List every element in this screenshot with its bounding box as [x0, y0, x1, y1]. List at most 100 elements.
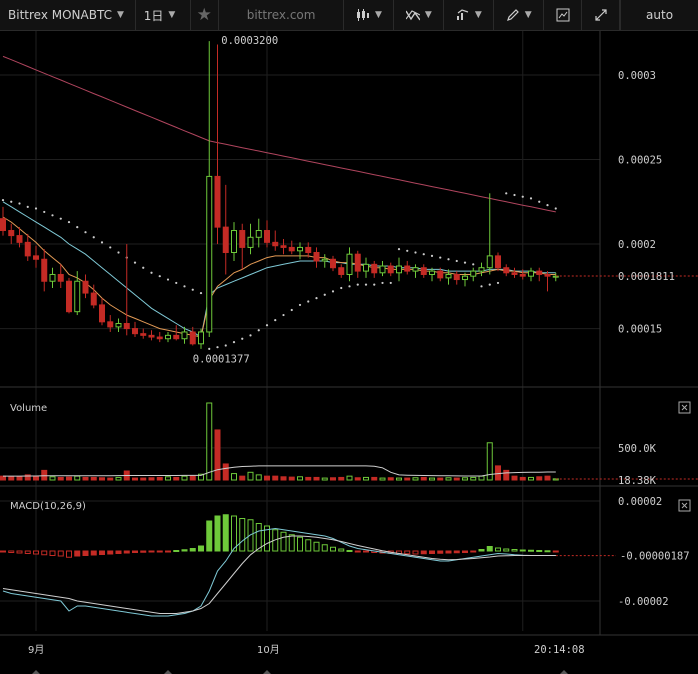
macd-hist-bar — [437, 550, 444, 554]
scale-mode-button[interactable]: auto — [620, 0, 698, 30]
volume-bar — [363, 476, 369, 481]
time-axis[interactable]: 9月 10月 20:14:08 — [28, 644, 585, 674]
volume-bar — [82, 476, 89, 481]
volume-bar — [536, 476, 543, 481]
close-box-icon[interactable] — [678, 499, 691, 512]
symbol-selector[interactable]: Bittrex MONABTC ▼ — [0, 0, 136, 30]
volume-bar — [115, 476, 122, 481]
candle-body — [214, 175, 221, 228]
sar-dot — [150, 271, 153, 274]
volume-bar — [90, 476, 97, 481]
sar-dot — [298, 303, 302, 307]
sar-dot — [307, 300, 310, 303]
sar-dot — [232, 341, 236, 344]
sar-dot — [51, 214, 54, 217]
chart-canvas[interactable]: 0.0003200 0.0001377 0.00015 0.0002 0.000… — [0, 31, 698, 674]
candle-body — [371, 263, 378, 274]
sma-long-line — [2, 55, 556, 213]
macd-signal-line — [2, 535, 556, 614]
macd-hist-bar — [132, 550, 138, 553]
macd-tick: 0.00002 — [618, 496, 662, 508]
candle-body — [33, 255, 39, 260]
candles-icon[interactable]: ▼ — [344, 0, 395, 30]
macd-hist-bar — [280, 531, 287, 552]
close-box-icon[interactable] — [678, 401, 691, 414]
macd-hist-bar — [99, 550, 105, 555]
sar-dot — [463, 261, 467, 264]
candle-body — [222, 226, 229, 253]
candle-body — [231, 230, 237, 253]
time-marker — [560, 670, 568, 674]
volume-bar — [206, 402, 213, 481]
sar-dot — [373, 283, 376, 286]
macd-hist-bar — [41, 550, 48, 556]
indicators-icon[interactable]: ▼ — [394, 0, 445, 30]
chevron-down-icon: ▼ — [374, 10, 382, 20]
sar-dot — [117, 251, 120, 254]
volume-ma-line — [3, 465, 556, 477]
sar-dot — [109, 246, 112, 249]
macd-hist-bar — [453, 550, 460, 554]
sar-dot — [364, 283, 368, 286]
macd-hist-bar — [412, 550, 419, 555]
candle-body — [346, 253, 353, 275]
fullscreen-icon[interactable] — [582, 0, 621, 30]
sar-dot — [554, 207, 557, 210]
price-tick: 0.00015 — [618, 324, 662, 336]
interval-selector[interactable]: 1日 ▼ — [136, 0, 191, 30]
volume-bar — [445, 477, 452, 481]
candle-body — [462, 275, 468, 281]
pencil-icon[interactable]: ▼ — [494, 0, 545, 30]
chevron-down-icon: ▼ — [524, 10, 532, 20]
sar-dot — [142, 266, 145, 269]
macd-hist-bar — [297, 536, 303, 552]
sar-dot — [274, 319, 277, 322]
candle-body — [330, 258, 336, 269]
compare-icon[interactable]: ▼ — [444, 0, 495, 30]
sar-dot — [67, 220, 71, 224]
volume-bar — [313, 476, 320, 481]
volume-bar — [173, 476, 180, 481]
candle-body — [313, 251, 320, 262]
sar-dot — [1, 198, 5, 202]
macd-hist-bar — [552, 550, 559, 553]
volume-bar — [239, 475, 246, 481]
candle-body — [165, 334, 171, 340]
price-tick: 0.00025 — [618, 155, 662, 167]
macd-hist-bar — [222, 514, 229, 552]
grid — [0, 31, 698, 636]
volume-bar — [8, 475, 15, 481]
sar-dot — [241, 337, 244, 340]
macd-hist-bar — [198, 545, 204, 552]
chart-snapshot-icon[interactable] — [544, 0, 583, 30]
candles — [0, 41, 559, 349]
sar-dot — [340, 286, 343, 290]
candle-body — [445, 273, 452, 279]
interval-label: 1日 — [143, 8, 164, 23]
volume-bar — [387, 477, 394, 481]
sar-dot — [133, 261, 137, 264]
macd-hist-bar — [313, 541, 320, 552]
parabolic-sar — [1, 192, 557, 350]
volume-bar — [140, 477, 147, 481]
volume-bar — [404, 477, 411, 481]
sar-dot — [381, 281, 384, 285]
star-icon[interactable]: ★ — [191, 0, 219, 30]
sar-dot — [439, 256, 442, 259]
volume-bar — [16, 476, 23, 481]
candle-body — [321, 258, 328, 262]
sar-dot — [488, 283, 491, 286]
macd-hist-bar — [486, 546, 493, 552]
macd-line — [2, 527, 556, 617]
macd-hist-bar — [346, 550, 353, 552]
macd-hist-bar — [354, 550, 361, 553]
macd-hist-bar — [74, 550, 81, 557]
candle-body — [437, 270, 444, 279]
price-axis[interactable]: 0.00015 0.0002 0.00025 0.0003 0.0001811 — [618, 70, 675, 336]
volume-bar — [99, 477, 105, 481]
candle-body — [453, 273, 460, 281]
candle-body — [495, 255, 501, 269]
candle-body — [264, 230, 270, 243]
macd-hist-bar — [404, 550, 411, 555]
volume-bar — [264, 475, 270, 481]
